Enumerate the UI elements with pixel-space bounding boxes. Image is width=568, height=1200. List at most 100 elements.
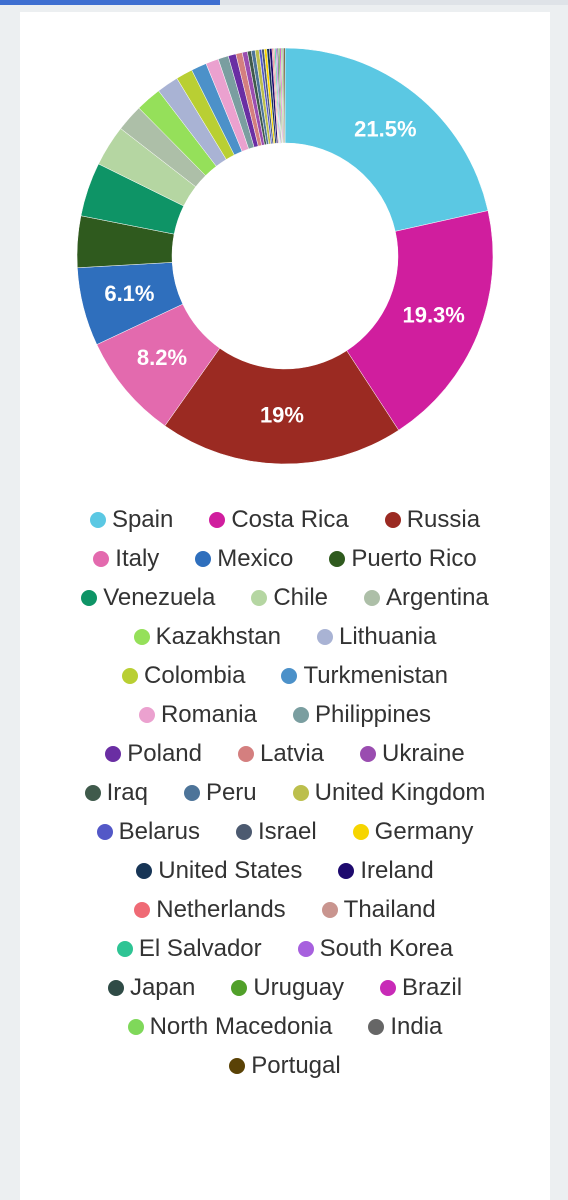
legend-swatch — [297, 941, 314, 957]
data-label: 8.2% — [137, 345, 187, 370]
legend-label: Kazakhstan — [155, 623, 281, 650]
legend-swatch — [127, 1019, 144, 1035]
legend-swatch — [235, 824, 252, 840]
donut-slice — [283, 47, 286, 144]
legend-label: Philippines — [314, 701, 432, 728]
legend-label: Mexico — [217, 545, 294, 572]
legend-item[interactable]: Portugal — [211, 1052, 358, 1080]
legend-item[interactable]: Russia — [367, 506, 498, 534]
legend-item[interactable]: Ireland — [320, 857, 451, 885]
legend-item[interactable]: North Macedonia — [110, 1013, 351, 1041]
legend-label: Venezuela — [103, 584, 216, 611]
data-label: 19.3% — [402, 302, 464, 327]
legend-swatch — [292, 707, 309, 723]
legend-label: Russia — [406, 506, 481, 533]
donut-chart: 21.5% 19.3% 19% 8.2% 6.1% — [76, 47, 494, 465]
legend-label: Portugal — [251, 1052, 341, 1079]
legend-item[interactable]: Israel — [218, 818, 335, 846]
legend-label: Turkmenistan — [303, 662, 448, 689]
legend-swatch — [251, 590, 268, 606]
legend-item[interactable]: Chile — [233, 584, 346, 612]
legend-item[interactable]: Lithuania — [299, 623, 454, 651]
legend-item[interactable]: Brazil — [362, 974, 480, 1002]
legend-swatch — [105, 746, 122, 762]
legend-swatch — [107, 980, 124, 996]
legend-swatch — [122, 668, 139, 684]
legend-label: Romania — [160, 701, 257, 728]
legend-item[interactable]: Iraq — [67, 779, 166, 807]
legend-item[interactable]: Ukraine — [342, 740, 483, 768]
legend-swatch — [317, 629, 333, 645]
legend-swatch — [134, 902, 151, 918]
legend-swatch — [231, 980, 248, 996]
legend-label: Uruguay — [253, 974, 345, 1001]
active-tab[interactable] — [0, 0, 220, 5]
legend-item[interactable]: Romania — [121, 701, 275, 729]
legend-swatch — [93, 551, 110, 567]
legend-label: Colombia — [144, 662, 246, 689]
legend-swatch — [237, 746, 254, 762]
legend-item[interactable]: Peru — [166, 779, 275, 807]
legend-swatch — [195, 551, 212, 567]
legend-item[interactable]: Spain — [72, 506, 191, 534]
legend-label: Iraq — [106, 779, 148, 806]
legend-item[interactable]: Uruguay — [213, 974, 362, 1002]
legend-label: Spain — [111, 506, 174, 533]
donut-slice — [164, 347, 399, 465]
legend-swatch — [364, 590, 381, 606]
legend-label: India — [390, 1013, 443, 1040]
legend-item[interactable]: Belarus — [79, 818, 218, 846]
donut-slice — [346, 210, 494, 431]
legend-swatch — [138, 707, 155, 723]
legend-label: Belarus — [118, 818, 200, 845]
legend-swatch — [81, 590, 98, 606]
legend-item[interactable]: Turkmenistan — [263, 662, 466, 690]
legend-item[interactable]: Poland — [87, 740, 220, 768]
legend-item[interactable]: Japan — [90, 974, 213, 1002]
legend-label: Italy — [115, 545, 160, 572]
legend-item[interactable]: Thailand — [304, 896, 454, 924]
legend-swatch — [96, 824, 113, 840]
legend-label: Argentina — [386, 584, 489, 611]
legend-item[interactable]: India — [350, 1013, 460, 1041]
legend-label: Israel — [257, 818, 317, 845]
legend-swatch — [292, 785, 309, 801]
legend-item[interactable]: El Salvador — [99, 935, 280, 963]
legend-item[interactable]: Italy — [75, 545, 177, 573]
legend-swatch — [89, 512, 106, 528]
legend-swatch — [136, 863, 153, 879]
legend-swatch — [229, 1058, 246, 1074]
legend-label: Netherlands — [156, 896, 286, 923]
legend-item[interactable]: Philippines — [275, 701, 449, 729]
legend-item[interactable]: South Korea — [280, 935, 471, 963]
legend-swatch — [384, 512, 401, 528]
legend-swatch — [338, 863, 355, 879]
legend-item[interactable]: Colombia — [104, 662, 263, 690]
data-label: 21.5% — [354, 117, 416, 142]
legend-label: North Macedonia — [149, 1013, 333, 1040]
legend-label: Japan — [129, 974, 196, 1001]
data-label: 19% — [260, 402, 304, 427]
legend-item[interactable]: Mexico — [177, 545, 311, 573]
legend-item[interactable]: Argentina — [346, 584, 507, 612]
legend-item[interactable]: United Kingdom — [275, 779, 504, 807]
legend-label: Costa Rica — [231, 506, 349, 533]
legend-item[interactable]: United States — [118, 857, 320, 885]
legend-label: United States — [158, 857, 303, 884]
legend-label: Poland — [127, 740, 202, 767]
legend-label: Latvia — [259, 740, 325, 767]
legend-item[interactable]: Puerto Rico — [311, 545, 494, 573]
legend-label: Peru — [205, 779, 257, 806]
legend-swatch — [360, 746, 377, 762]
legend-swatch — [281, 668, 298, 684]
donut-slice — [284, 47, 489, 232]
legend-item[interactable]: Kazakhstan — [116, 623, 299, 651]
legend-item[interactable]: Germany — [335, 818, 492, 846]
legend-item[interactable]: Venezuela — [63, 584, 233, 612]
legend-item[interactable]: Netherlands — [116, 896, 303, 924]
legend-label: United Kingdom — [314, 779, 486, 806]
legend-label: Thailand — [343, 896, 436, 923]
legend-item[interactable]: Costa Rica — [191, 506, 366, 534]
legend-item[interactable]: Latvia — [220, 740, 342, 768]
